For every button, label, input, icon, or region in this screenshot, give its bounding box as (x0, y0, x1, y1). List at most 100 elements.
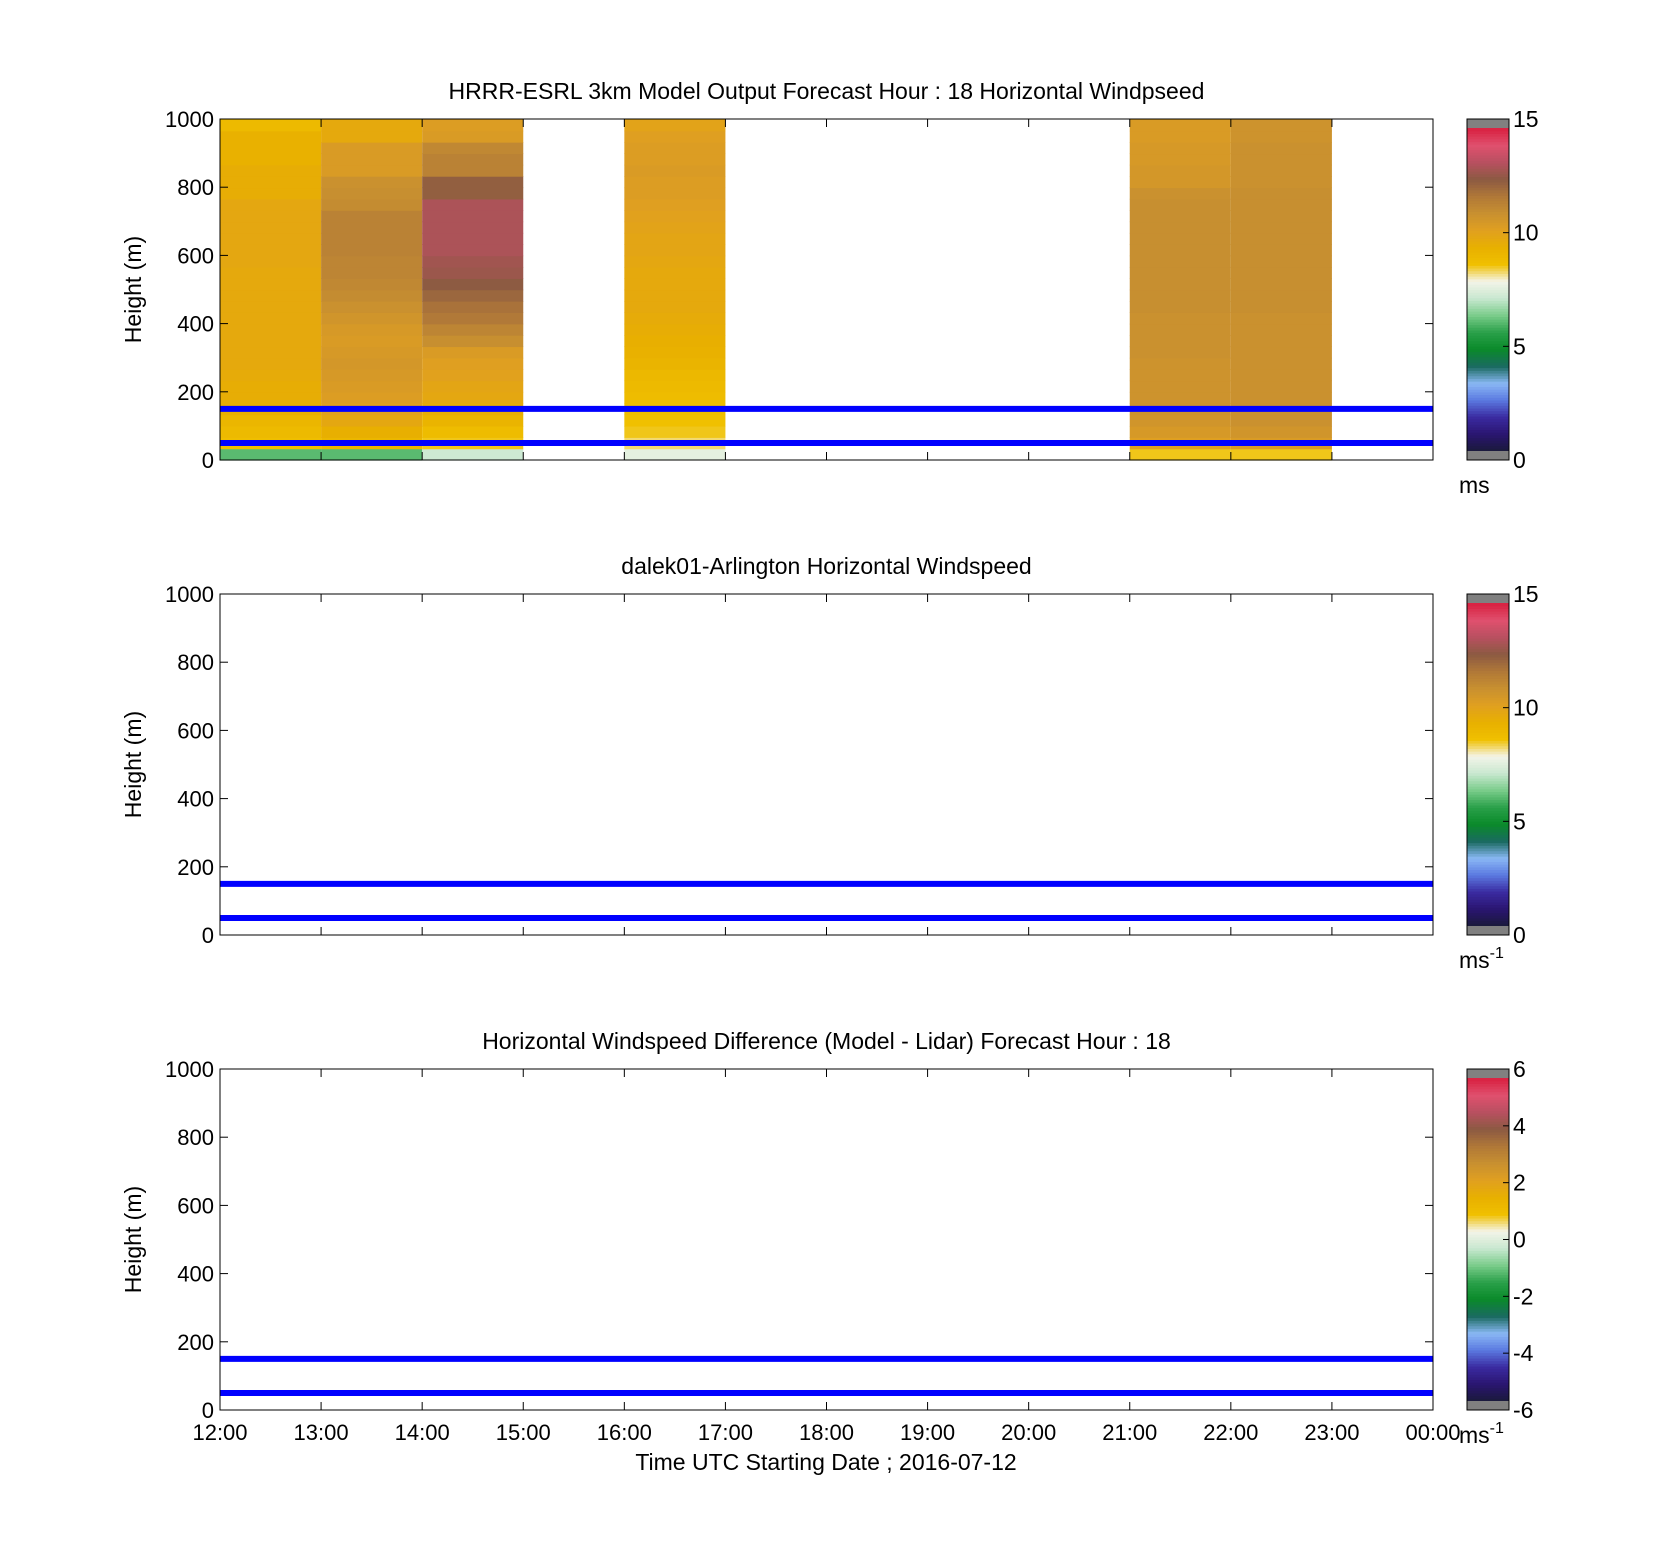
colorbar-segment (1467, 1137, 1509, 1141)
colorbar-tick-label: 10 (1513, 220, 1539, 246)
colorbar-segment (1467, 1147, 1509, 1152)
colorbar-segment (1467, 772, 1509, 776)
colorbar-segment (1467, 165, 1509, 169)
colorbar-segment (1467, 761, 1509, 766)
heatmap-cell (422, 289, 524, 302)
colorbar-tick-label: -2 (1513, 1283, 1533, 1309)
x-tick-label: 20:00 (1001, 1420, 1056, 1445)
heatmap-cell (1230, 448, 1332, 461)
x-tick-label: 17:00 (698, 1420, 753, 1445)
heatmap-cell (624, 187, 726, 200)
colorbar-segment (1467, 133, 1509, 137)
heatmap-cells (220, 119, 1332, 461)
heatmap-cell (1230, 312, 1332, 325)
colorbar-cap-top (1467, 594, 1509, 603)
heatmap-cell (1129, 448, 1231, 461)
colorbar-cap-top (1467, 119, 1509, 128)
heatmap-cell (422, 210, 524, 223)
heatmap-cell (624, 130, 726, 143)
colorbar-segment (1467, 1142, 1509, 1146)
heatmap-cell (422, 369, 524, 382)
colorbar-segment (1467, 640, 1509, 644)
colorbar-segment (1467, 1223, 1509, 1227)
colorbar-segment (1467, 399, 1509, 404)
heatmap-cell (624, 448, 726, 461)
heatmap-cell (220, 153, 322, 166)
colorbar-segment (1467, 249, 1509, 253)
colorbar-segment (1467, 1166, 1509, 1171)
colorbar-segment (1467, 440, 1509, 444)
colorbar-segment (1467, 694, 1509, 698)
colorbar-segment (1467, 1360, 1509, 1364)
colorbar-segment (1467, 437, 1509, 441)
colorbar-segment (1467, 1234, 1509, 1238)
colorbar-segment (1467, 856, 1509, 860)
x-tick-label: 19:00 (900, 1420, 955, 1445)
colorbar-segment (1467, 297, 1509, 301)
colorbar-segment (1467, 1207, 1509, 1211)
colorbar-segment (1467, 168, 1509, 172)
colorbar-segment (1467, 1110, 1509, 1114)
heatmap-cell (1129, 289, 1231, 302)
colorbar-segment (1467, 1150, 1509, 1154)
heatmap-cell (321, 130, 423, 143)
colorbar-segment (1467, 624, 1509, 628)
colorbar-segment (1467, 1255, 1509, 1259)
colorbar-segment (1467, 1312, 1509, 1316)
colorbar-segment (1467, 1298, 1509, 1303)
colorbar-segment (1467, 335, 1509, 339)
colorbar-segment (1467, 1398, 1509, 1402)
colorbar-segment (1467, 1204, 1509, 1208)
heatmap-cell (422, 266, 524, 279)
colorbar-segment (1467, 219, 1509, 223)
colorbar-segment (1467, 748, 1509, 752)
heatmap-cell (422, 187, 524, 200)
heatmap-cell (321, 164, 423, 177)
heatmap-cell (1230, 323, 1332, 336)
y-axis-label: Height (m) (120, 236, 146, 343)
colorbar-segment (1467, 1129, 1509, 1133)
colorbar-segment (1467, 397, 1509, 401)
colorbar-cap-bottom (1467, 1401, 1509, 1410)
colorbar-segment (1467, 659, 1509, 663)
colorbar-segment (1467, 1078, 1509, 1082)
colorbar-segment (1467, 426, 1509, 431)
colorbar-segment (1467, 343, 1509, 347)
colorbar-segment (1467, 1215, 1509, 1219)
colorbar-segment (1467, 391, 1509, 396)
colorbar-segment (1467, 880, 1509, 884)
colorbar-segment (1467, 152, 1509, 156)
colorbar-segment (1467, 845, 1509, 849)
heatmap-cell (1230, 164, 1332, 177)
colorbar-segment (1467, 1371, 1509, 1375)
heatmap-cell (220, 164, 322, 177)
colorbar-segment (1467, 227, 1509, 231)
colorbar-segment (1467, 1352, 1509, 1356)
colorbar-segment (1467, 206, 1509, 210)
heatmap-cell (624, 357, 726, 370)
heatmap-cell (321, 244, 423, 257)
colorbar-segment (1467, 364, 1509, 369)
colorbar-segment (1467, 402, 1509, 406)
colorbar-segment (1467, 1193, 1509, 1198)
colorbar-segment (1467, 413, 1509, 417)
heatmap-cell (321, 153, 423, 166)
colorbar-segment (1467, 235, 1509, 239)
colorbar-segment (1467, 713, 1509, 717)
colorbar-segment (1467, 232, 1509, 237)
colorbar-segment (1467, 1196, 1509, 1200)
colorbar-segment (1467, 812, 1509, 817)
colorbar-segment (1467, 675, 1509, 679)
colorbar-tick-label: 0 (1513, 922, 1526, 948)
colorbar-unit-exponent: -1 (1490, 945, 1504, 962)
heatmap-cell (1230, 369, 1332, 382)
colorbar-segment (1467, 348, 1509, 353)
panel-1: 0 200 400 600 800 1000 HRRR-ESRL 3km Model Out… (120, 78, 1539, 498)
x-tick-label: 15:00 (496, 1420, 551, 1445)
colorbar-segment (1467, 1325, 1509, 1329)
colorbar-tick-label: 5 (1513, 808, 1526, 834)
heatmap-cell (1230, 266, 1332, 279)
y-tick-label: 600 (177, 718, 214, 743)
colorbar-segment (1467, 1261, 1509, 1265)
